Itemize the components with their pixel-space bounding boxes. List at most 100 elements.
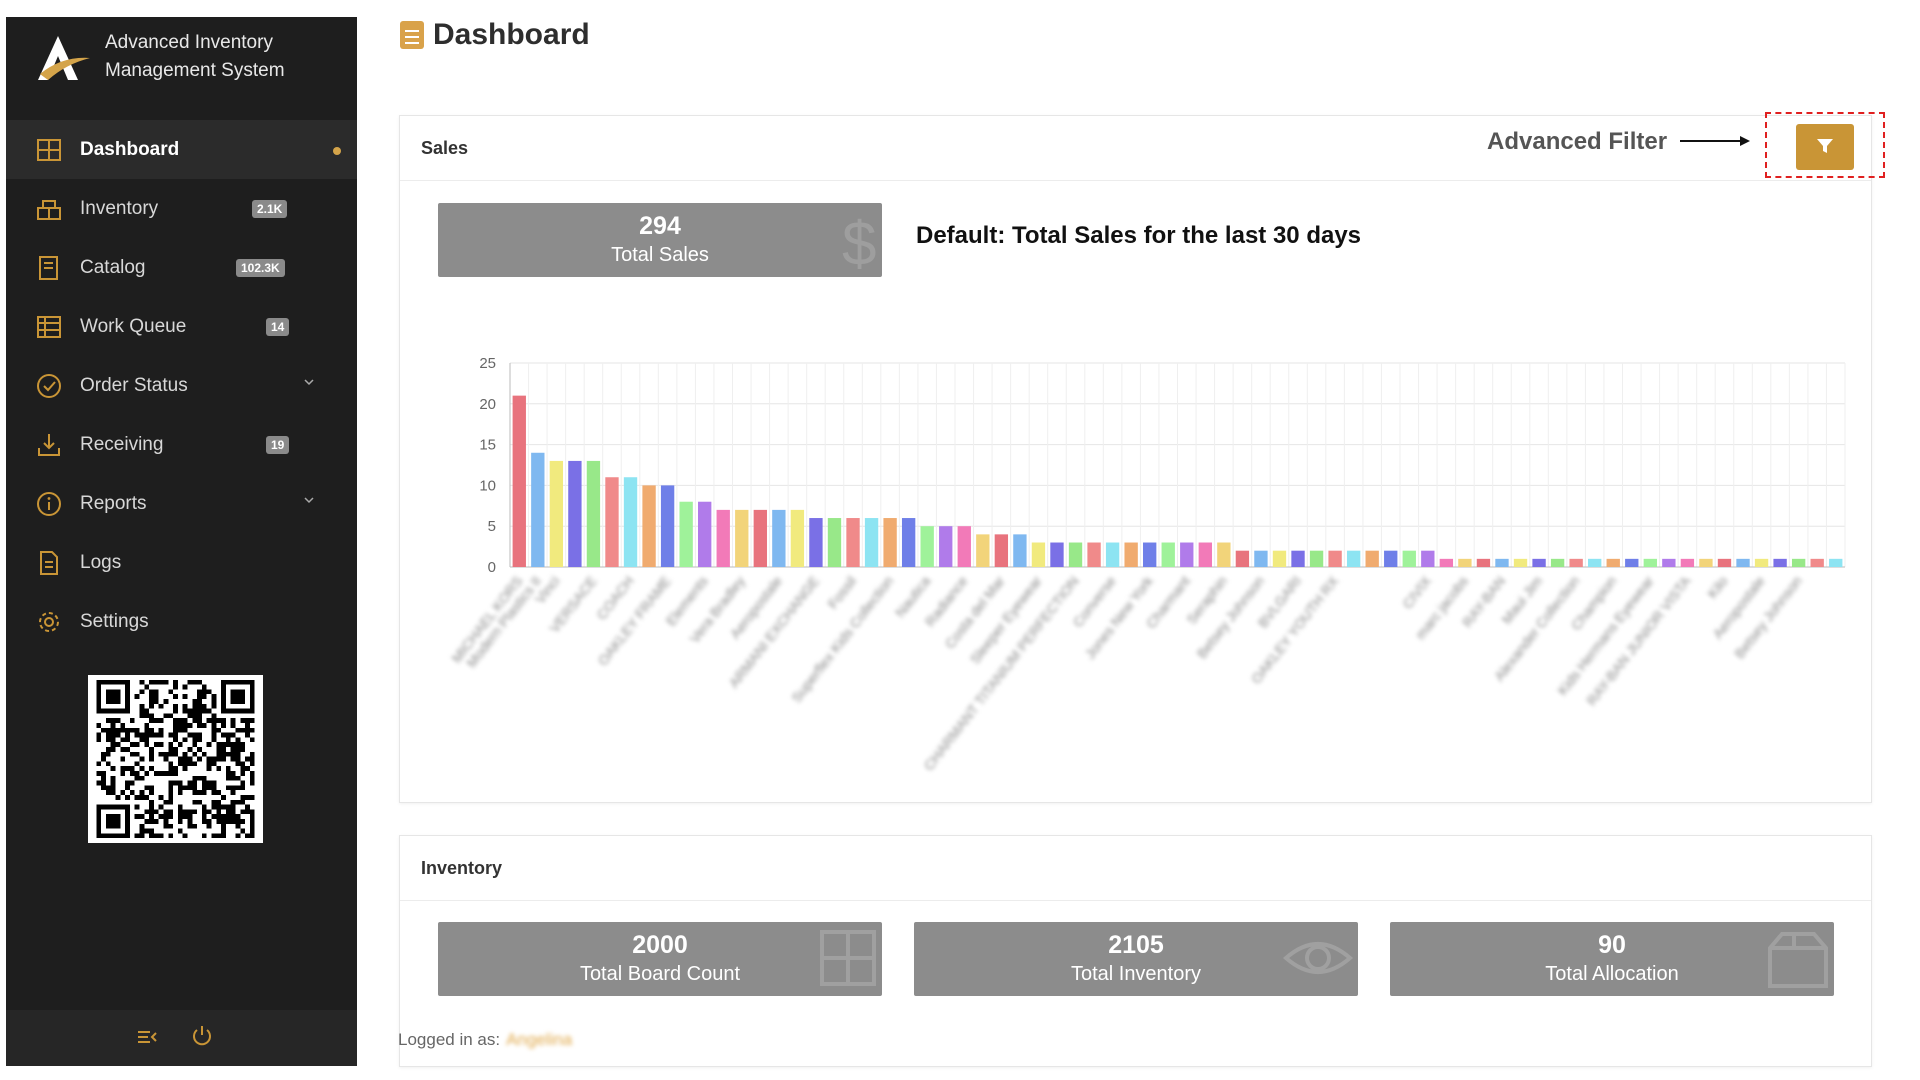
bar — [883, 518, 897, 567]
y-tick-label: 20 — [479, 396, 496, 413]
eye-icon — [1282, 942, 1354, 974]
bar — [864, 518, 879, 567]
app-name-line1: Advanced Inventory — [105, 32, 273, 53]
bar — [1680, 558, 1695, 567]
bar — [512, 395, 526, 567]
bar — [679, 501, 693, 567]
inventory-icon — [37, 200, 61, 220]
bar — [1384, 550, 1398, 567]
filter-icon — [1817, 138, 1833, 153]
sidebar-footer — [6, 1010, 357, 1066]
bar — [1717, 558, 1732, 567]
sidebar-item-settings[interactable]: Settings — [6, 592, 357, 651]
sidebar-item-label: Settings — [80, 611, 149, 632]
sidebar-item-logs[interactable]: Logs — [6, 533, 357, 592]
bar — [1309, 550, 1324, 567]
y-tick-label: 5 — [488, 518, 496, 535]
bar — [1773, 558, 1787, 567]
sidebar-item-dashboard[interactable]: Dashboard — [6, 120, 357, 179]
sidebar-item-catalog[interactable]: Catalog 102.3K — [6, 238, 357, 297]
order-status-icon — [37, 374, 61, 398]
bar — [1791, 558, 1806, 567]
bar — [1458, 558, 1472, 567]
y-tick-label: 15 — [479, 437, 496, 454]
bar — [1031, 542, 1046, 567]
chevron-down-icon — [304, 497, 314, 504]
app-logo-icon — [38, 36, 90, 80]
sidebar-menu: Dashboard Inventory 2.1K Catalog 102.3K … — [6, 120, 357, 651]
dollar-icon: $ — [842, 210, 876, 275]
bar — [660, 485, 675, 567]
x-tick-label: Kilo — [1704, 573, 1731, 601]
bar — [827, 518, 842, 567]
x-tick-label: CIVIX — [1399, 572, 1435, 611]
bar — [1272, 550, 1287, 567]
sales-card-title: Sales — [421, 138, 469, 158]
bar — [1829, 558, 1843, 567]
qr-code-icon — [88, 675, 263, 843]
bar — [605, 477, 619, 567]
bar — [1606, 558, 1620, 567]
bar — [1161, 542, 1175, 567]
bar — [976, 534, 990, 567]
advanced-filter-button[interactable] — [1796, 124, 1854, 170]
bar — [994, 534, 1009, 567]
inventory-card-header: Inventory — [400, 836, 1871, 901]
power-icon[interactable] — [191, 1024, 213, 1048]
bar — [549, 460, 564, 567]
stat-label: Total Inventory — [1070, 963, 1202, 985]
highlight-box — [1765, 112, 1885, 178]
bar — [698, 501, 712, 567]
app-name: Advanced Inventory Management System — [105, 29, 285, 85]
sidebar-item-label: Dashboard — [80, 139, 180, 160]
grid-icon — [820, 930, 876, 986]
count-badge: 14 — [266, 318, 290, 336]
default-range-note: Default: Total Sales for the last 30 day… — [916, 222, 1362, 249]
bar — [1198, 542, 1212, 567]
chevron-down-icon — [304, 379, 314, 386]
bar — [772, 509, 786, 567]
bar — [1662, 558, 1676, 567]
bar — [1550, 558, 1565, 567]
sidebar-item-receiving[interactable]: Receiving 19 — [6, 415, 357, 474]
bar — [1328, 550, 1342, 567]
sidebar-item-label: Order Status — [80, 375, 188, 396]
bar — [1421, 550, 1435, 567]
page-icon — [400, 21, 424, 49]
sidebar-item-order-status[interactable]: Order Status — [6, 356, 357, 415]
brand[interactable]: Advanced Inventory Management System — [6, 17, 357, 120]
sidebar-item-inventory[interactable]: Inventory 2.1K — [6, 179, 357, 238]
sidebar-item-work-queue[interactable]: Work Queue 14 — [6, 297, 357, 356]
bar — [957, 526, 971, 567]
receiving-icon — [38, 434, 60, 456]
bar — [1050, 542, 1064, 567]
box-icon — [1768, 932, 1828, 988]
y-tick-label: 25 — [479, 355, 496, 372]
reports-icon — [37, 492, 61, 516]
bar — [1495, 558, 1509, 567]
bar — [1643, 558, 1657, 567]
stat-label: Total Board Count — [579, 963, 741, 985]
sidebar-item-label: Catalog — [80, 257, 146, 278]
total-inventory-stat: 2105 Total Inventory — [914, 922, 1358, 996]
stat-label: Total Allocation — [1545, 963, 1679, 985]
bar — [716, 509, 730, 567]
stat-value: 2000 — [632, 931, 688, 959]
bar — [1346, 550, 1361, 567]
bar — [531, 452, 545, 567]
bar — [1143, 542, 1157, 567]
collapse-menu-icon[interactable] — [136, 1027, 158, 1047]
bar — [586, 460, 601, 567]
bar — [1513, 558, 1528, 567]
work-queue-icon — [37, 316, 61, 338]
sidebar-item-reports[interactable]: Reports — [6, 474, 357, 533]
stat-label: Total Sales — [611, 244, 709, 266]
stat-value: 90 — [1598, 931, 1626, 959]
bar — [901, 518, 916, 567]
bar — [920, 526, 934, 567]
sidebar-item-label: Logs — [80, 552, 122, 573]
sales-card-header: Sales — [400, 116, 1871, 181]
bar — [1180, 542, 1194, 567]
bar — [1476, 558, 1491, 567]
